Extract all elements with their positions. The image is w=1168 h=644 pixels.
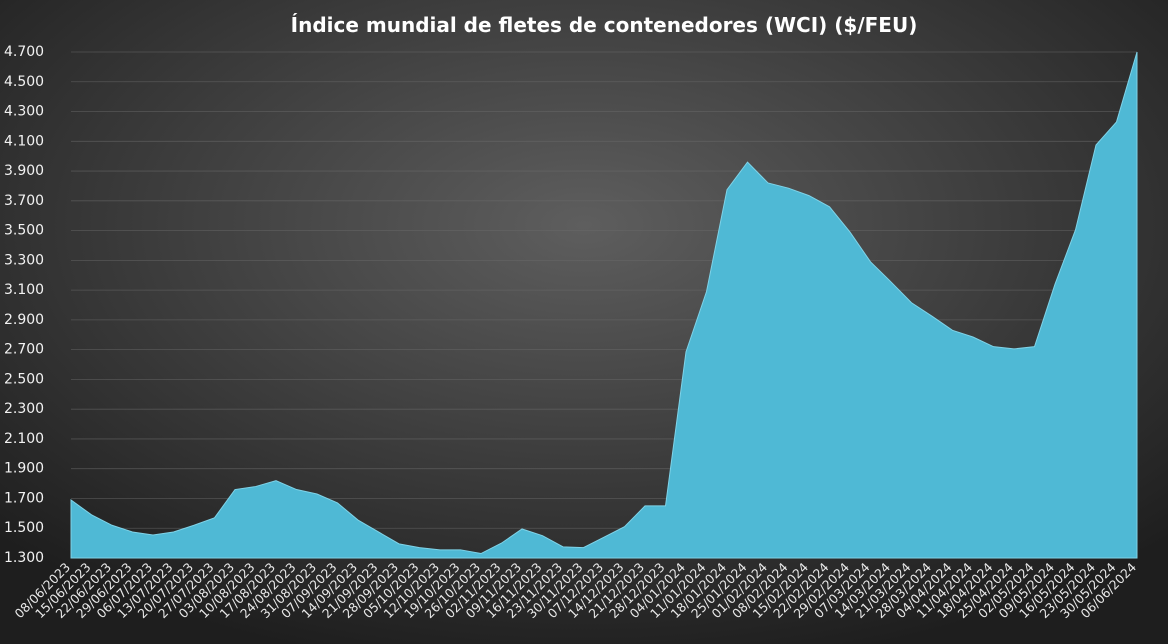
y-tick-label: 1.500	[4, 520, 44, 536]
y-tick-label: 2.300	[4, 401, 44, 417]
y-tick-label: 4.100	[4, 133, 44, 149]
y-tick-label: 3.900	[4, 163, 44, 179]
y-tick-label: 2.900	[4, 312, 44, 328]
y-tick-label: 1.900	[4, 461, 44, 477]
chart-title: Índice mundial de fletes de contenedores…	[291, 13, 918, 37]
y-tick-label: 3.700	[4, 193, 44, 209]
y-tick-label: 3.300	[4, 252, 44, 268]
y-tick-label: 4.500	[4, 74, 44, 90]
y-tick-label: 1.300	[4, 550, 44, 566]
y-tick-label: 2.100	[4, 431, 44, 447]
y-tick-label: 3.100	[4, 282, 44, 298]
y-tick-label: 2.500	[4, 371, 44, 387]
y-tick-label: 2.700	[4, 342, 44, 358]
y-tick-label: 3.500	[4, 223, 44, 239]
area	[70, 51, 1138, 559]
y-tick-label: 4.700	[4, 44, 44, 60]
y-tick-label: 4.300	[4, 104, 44, 120]
y-tick-label: 1.700	[4, 490, 44, 506]
